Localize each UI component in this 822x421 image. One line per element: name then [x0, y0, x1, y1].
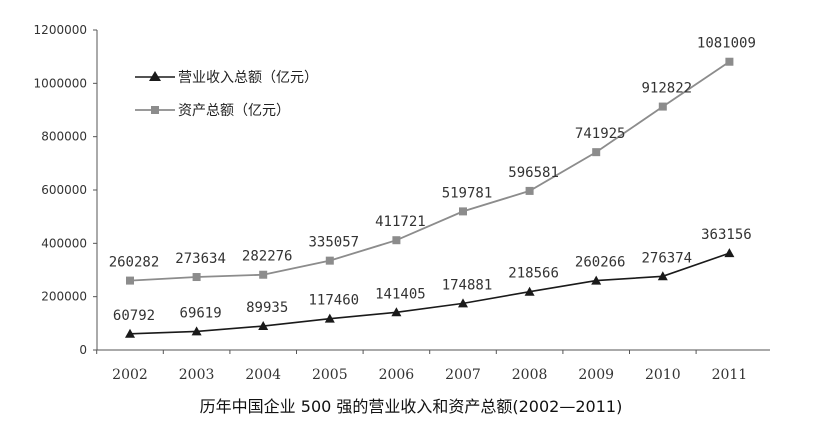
legend-marker-assets	[151, 106, 159, 114]
x-tick-label: 2008	[512, 367, 548, 383]
data-label: 1081009	[697, 36, 756, 52]
data-label: 363156	[701, 227, 752, 243]
y-tick-label: 800000	[41, 130, 87, 144]
x-tick-label: 2004	[245, 367, 281, 383]
x-tick-label: 2002	[112, 367, 148, 383]
data-point-triangle	[324, 313, 335, 323]
x-tick-label: 2007	[445, 367, 481, 383]
data-label: 260266	[575, 255, 626, 271]
data-point-triangle	[657, 271, 668, 281]
data-label: 117460	[309, 293, 360, 309]
x-tick-label: 2005	[312, 367, 348, 383]
data-point-square	[459, 207, 467, 216]
x-tick-label: 2009	[578, 367, 614, 383]
data-label: 141405	[375, 286, 426, 302]
data-point-square	[525, 186, 534, 195]
data-label: 174881	[442, 277, 493, 293]
data-point-triangle	[391, 307, 402, 317]
data-label: 69619	[180, 305, 222, 321]
series-assets: 260282 273634 282276 335057 411721 519781 5965…	[109, 36, 756, 285]
y-axis-ticks: 0 200000 400000 600000 800000 1000000 1200000	[34, 23, 97, 357]
legend-label-revenue: 营业收入总额（亿元）	[178, 70, 318, 86]
x-tick-label: 2010	[645, 367, 681, 383]
data-label: 741925	[575, 126, 626, 142]
data-point-triangle	[724, 248, 735, 258]
data-label: 411721	[375, 214, 426, 230]
data-point-square	[192, 273, 201, 282]
data-point-triangle	[591, 275, 602, 285]
data-point-triangle	[524, 286, 535, 296]
series-line	[129, 60, 730, 282]
y-tick-label: 200000	[41, 290, 87, 304]
data-label: 282276	[242, 249, 293, 265]
x-tick-label: 2003	[179, 367, 215, 383]
legend-label-assets: 资产总额（亿元）	[178, 103, 290, 119]
y-tick-label: 0	[79, 343, 87, 357]
data-label: 89935	[246, 300, 288, 316]
data-label: 260282	[109, 255, 160, 271]
data-label: 276374	[642, 250, 693, 266]
chart-title: 历年中国企业 500 强的营业收入和资产总额(2002—2011)	[199, 397, 623, 416]
data-label: 218566	[508, 266, 559, 282]
series-layer: 60792 69619 89935 117460 1414051748812185662…	[109, 36, 756, 338]
series-revenue: 60792 69619 89935 117460 141405 174881 218566 2…	[113, 227, 752, 338]
y-tick-label: 400000	[41, 236, 87, 250]
data-point-triangle	[458, 298, 468, 308]
data-point-triangle	[125, 328, 135, 338]
data-label: 596581	[508, 165, 559, 181]
data-point-square	[725, 57, 734, 66]
data-point-square	[126, 276, 134, 285]
x-tick-label: 2006	[379, 367, 415, 383]
data-point-square	[658, 102, 667, 111]
x-tick-label: 2011	[712, 367, 748, 383]
data-point-square	[325, 256, 334, 265]
data-point-square	[259, 270, 268, 279]
series-line	[129, 252, 730, 335]
data-point-triangle	[191, 326, 202, 336]
data-point-square	[392, 236, 401, 245]
data-label: 273634	[175, 251, 226, 267]
y-tick-label: 1000000	[34, 76, 87, 90]
data-point-square	[592, 148, 601, 157]
x-axis-ticks: 2002 2003 2004 2005 2006 2007 2008 2009 2010 2011	[96, 350, 748, 383]
y-tick-label: 1200000	[34, 23, 87, 37]
data-label: 519781	[442, 185, 493, 201]
data-point-triangle	[258, 321, 269, 331]
y-tick-label: 600000	[41, 183, 87, 197]
legend-marker-revenue	[149, 71, 161, 81]
legend: 营业收入总额（亿元） 资产总额（亿元）	[135, 70, 318, 119]
data-label: 60792	[113, 308, 155, 324]
data-label: 912822	[642, 81, 693, 97]
data-label: 335057	[309, 235, 360, 251]
